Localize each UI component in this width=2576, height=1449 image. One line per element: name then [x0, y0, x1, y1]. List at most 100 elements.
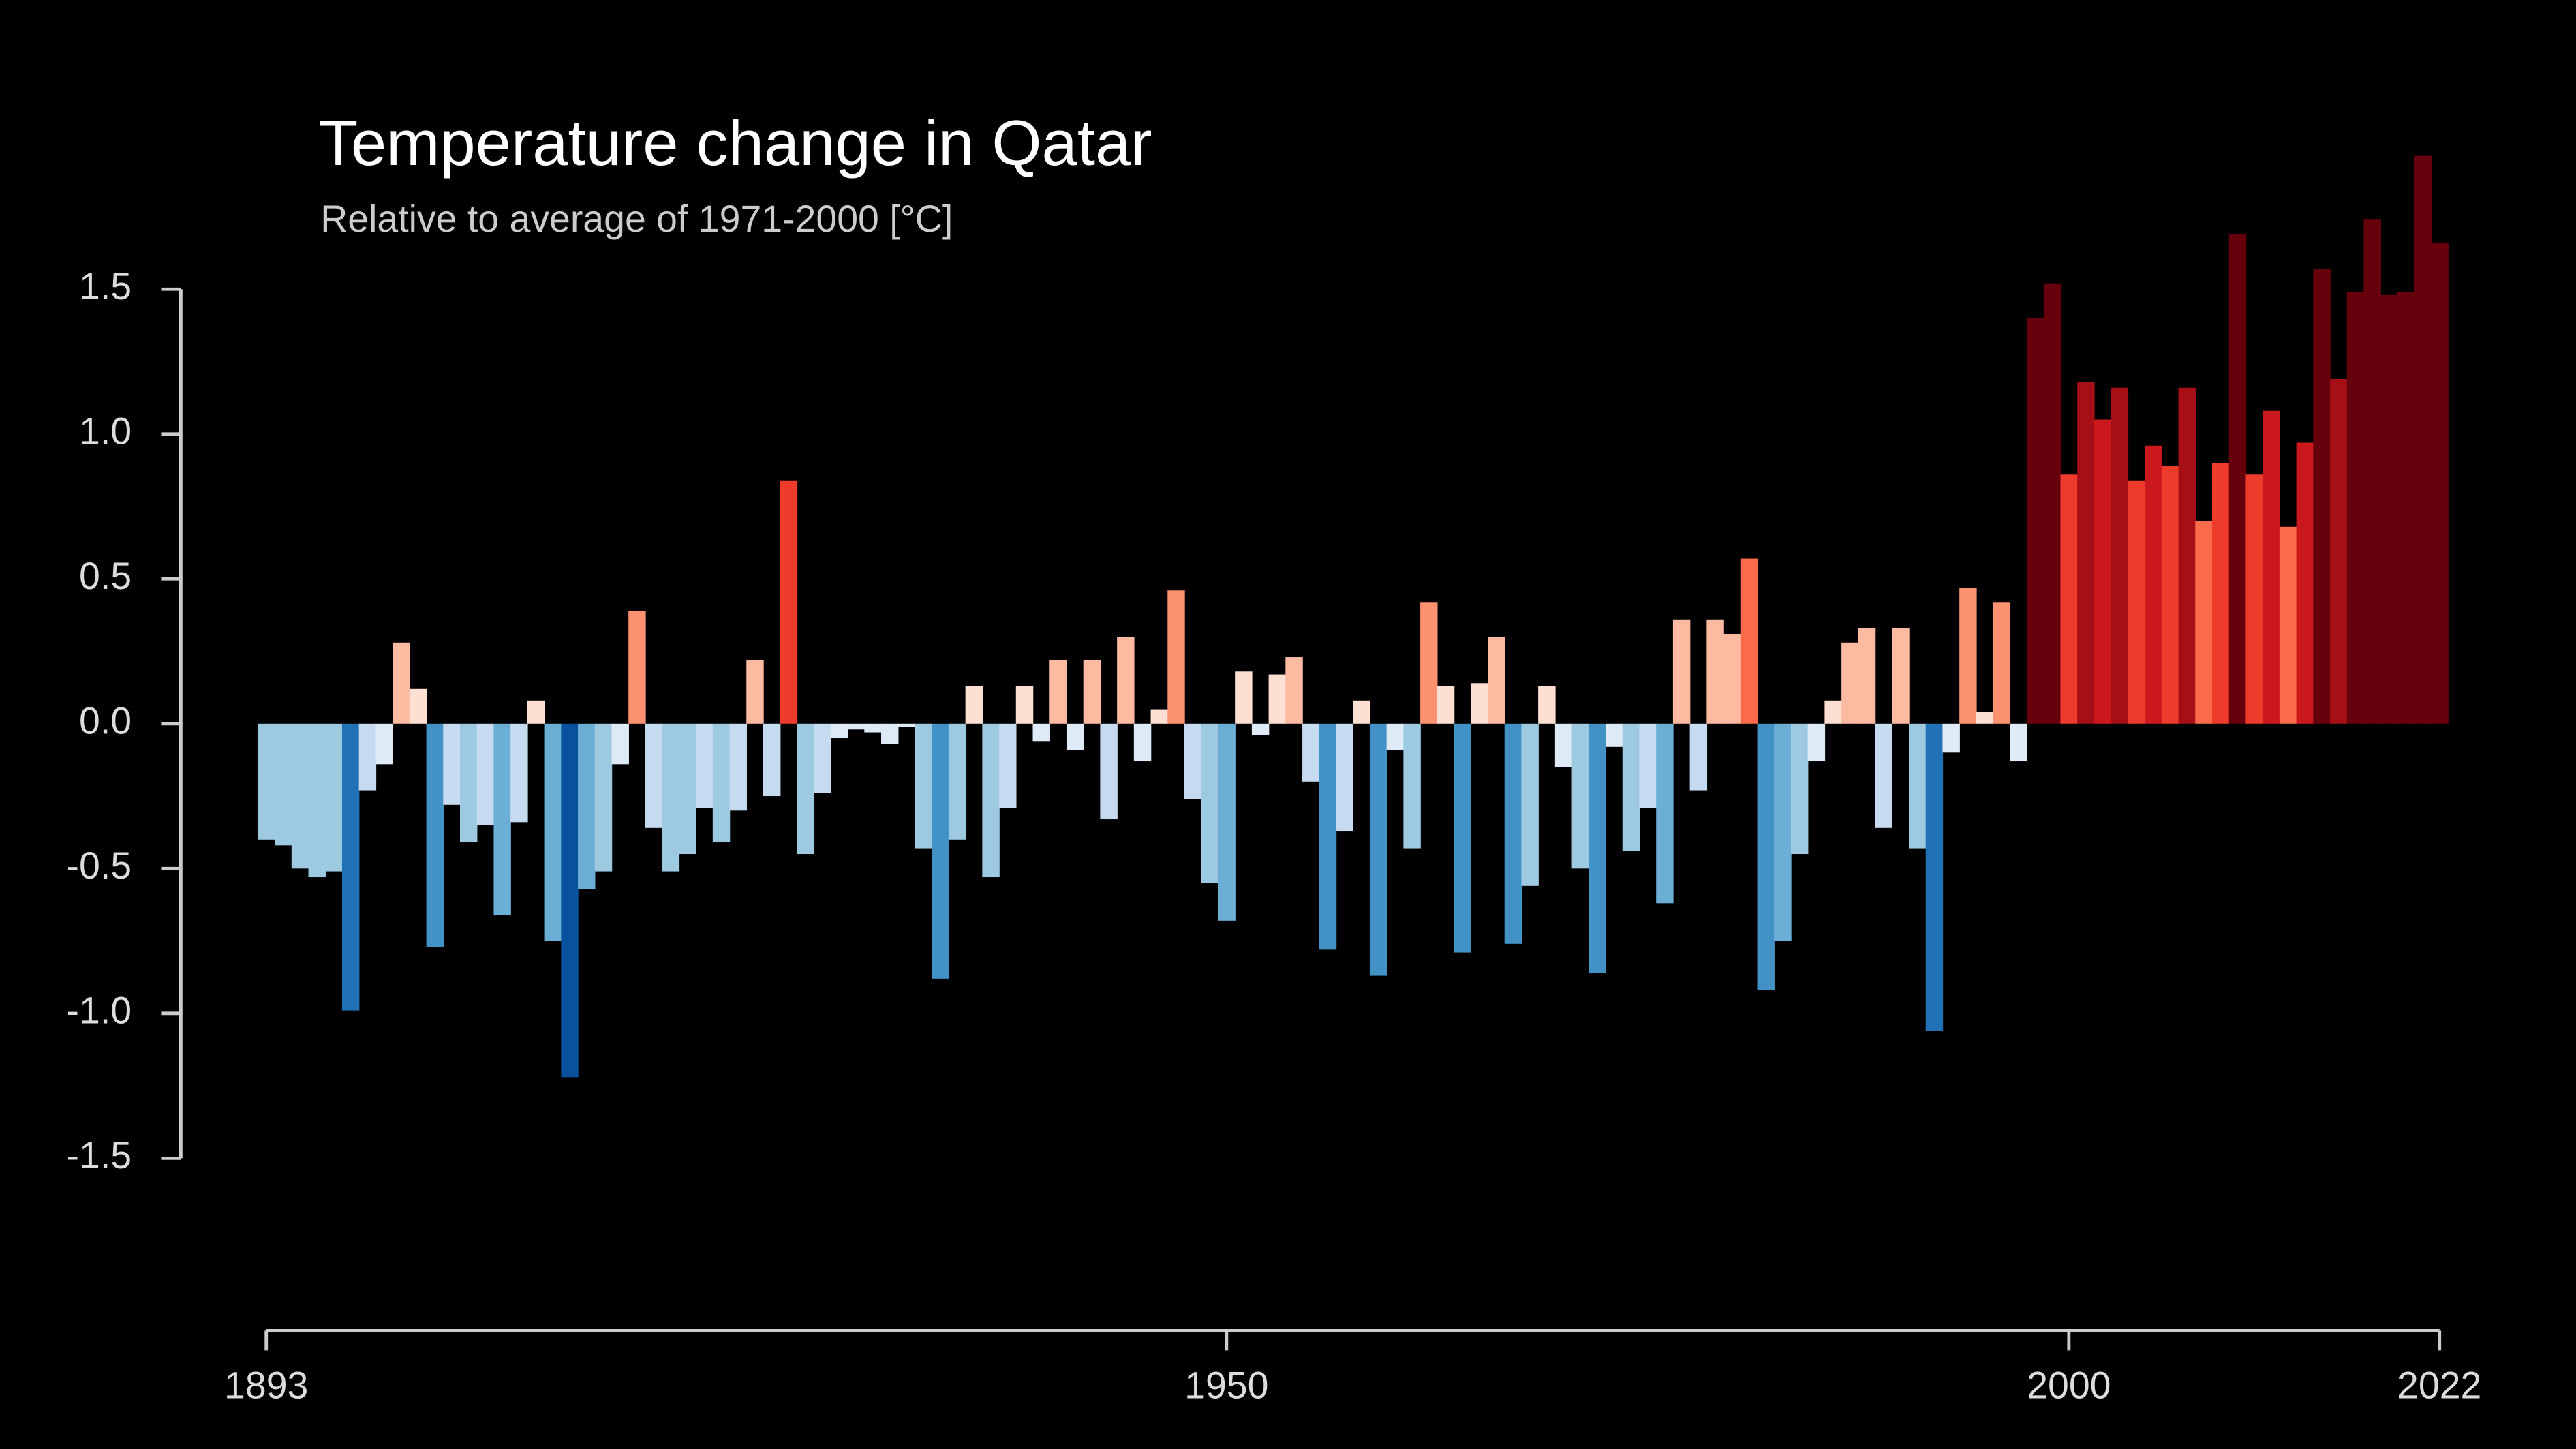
bar	[2263, 410, 2280, 724]
bar	[1471, 683, 1488, 724]
bar	[2043, 283, 2061, 724]
bar	[1133, 723, 1152, 762]
bar	[2010, 723, 2027, 762]
bar	[1656, 723, 1674, 904]
bar	[426, 723, 444, 947]
bar	[275, 723, 292, 846]
bar	[393, 642, 410, 724]
bar	[780, 480, 798, 724]
bar	[2245, 474, 2263, 724]
bar	[847, 723, 865, 730]
bar	[443, 723, 461, 805]
bar	[561, 723, 579, 1078]
bar	[1689, 723, 1708, 791]
bar	[1504, 723, 1522, 944]
bar	[2228, 234, 2247, 724]
x-tick-label: 1893	[224, 1364, 308, 1406]
y-tick-label: 1.0	[79, 410, 132, 452]
bar	[1268, 674, 1287, 724]
bar	[696, 723, 714, 808]
bar	[1774, 723, 1792, 941]
bar	[2094, 419, 2112, 724]
bar	[645, 723, 663, 828]
bar	[864, 723, 882, 733]
bar	[1117, 637, 1135, 724]
bar	[2211, 463, 2230, 724]
bar	[1353, 700, 1370, 724]
bar	[1420, 602, 1438, 724]
bar	[594, 723, 613, 872]
bar	[1538, 686, 1556, 724]
bar	[2145, 445, 2162, 724]
bar	[763, 723, 781, 797]
bar	[1925, 723, 1944, 1031]
bar	[258, 723, 275, 840]
bar	[1824, 700, 1842, 724]
x-tick-label: 2000	[2027, 1364, 2111, 1406]
bar	[1015, 686, 1034, 724]
bar	[1049, 660, 1067, 724]
bar	[797, 723, 814, 855]
bar	[1319, 723, 1337, 950]
bar	[1066, 723, 1084, 750]
bar	[1892, 628, 1910, 724]
bar	[409, 688, 427, 724]
bar	[1437, 686, 1455, 724]
bar	[948, 723, 966, 840]
bar	[1150, 709, 1169, 724]
bar	[999, 723, 1017, 808]
bar	[308, 723, 326, 878]
bar	[2128, 480, 2145, 724]
bar	[1386, 723, 1405, 750]
bar	[2060, 474, 2078, 724]
bar	[1942, 723, 1960, 753]
bar	[1672, 619, 1691, 724]
bar	[814, 723, 831, 793]
bar	[2330, 378, 2348, 724]
bar	[1875, 723, 1893, 828]
bar	[982, 723, 1000, 878]
x-tick-label: 1950	[1184, 1364, 1268, 1406]
bar	[1369, 723, 1387, 976]
y-tick-label: 0.5	[79, 555, 132, 597]
bar	[2363, 219, 2381, 724]
chart-subtitle: Relative to average of 1971-2000 [°C]	[320, 198, 953, 240]
bar	[1201, 723, 1219, 883]
bar	[460, 723, 478, 843]
bar	[662, 723, 680, 872]
bar	[932, 723, 949, 979]
bar	[830, 723, 848, 739]
bar	[1807, 723, 1826, 762]
bar	[1706, 619, 1724, 724]
bar	[1521, 723, 1539, 886]
bar	[325, 723, 343, 872]
bar	[1336, 723, 1353, 832]
chart-title: Temperature change in Qatar	[319, 107, 1152, 179]
bar	[712, 723, 731, 843]
y-tick-label: 1.5	[79, 265, 132, 307]
bar	[1083, 660, 1101, 724]
bar	[510, 723, 528, 823]
bar	[2380, 294, 2398, 724]
bar	[1790, 723, 1809, 855]
bar	[2195, 521, 2213, 724]
bar	[1639, 723, 1657, 808]
bar	[1032, 723, 1050, 742]
bar	[1606, 723, 1623, 747]
bar	[1589, 723, 1606, 973]
bar	[746, 660, 764, 724]
bar	[493, 723, 511, 915]
bar	[915, 723, 932, 849]
bar	[2178, 387, 2196, 724]
bar	[578, 723, 596, 889]
bar	[1571, 723, 1590, 869]
bar	[1218, 723, 1236, 921]
bar	[1858, 628, 1876, 724]
bar	[2161, 466, 2179, 724]
bar	[898, 723, 916, 727]
bar	[476, 723, 495, 825]
bar	[2279, 526, 2297, 724]
bar	[358, 723, 377, 791]
bar	[1167, 590, 1185, 724]
bar	[1184, 723, 1202, 799]
